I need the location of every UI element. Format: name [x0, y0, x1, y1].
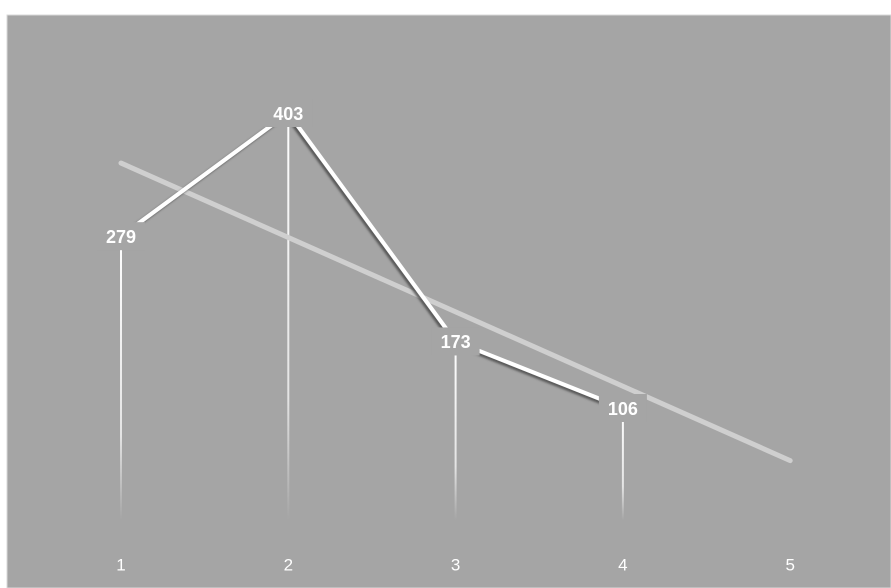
data-label: 403: [273, 104, 303, 124]
x-tick-label: 5: [785, 555, 794, 574]
data-line: [119, 110, 624, 410]
plot-background: [6, 14, 891, 588]
x-tick-label: 2: [284, 555, 293, 574]
label-bg: [431, 327, 480, 356]
label-bg: [97, 222, 145, 251]
drop-line: [621, 408, 624, 520]
data-label: 106: [608, 399, 638, 419]
x-tick-label: 3: [451, 555, 460, 574]
x-tick-label: 4: [618, 555, 627, 574]
label-bg: [264, 99, 313, 127]
data-label: 173: [441, 332, 471, 352]
x-tick-label: 1: [116, 555, 125, 574]
label-bg: [598, 394, 647, 422]
trendline: [118, 160, 793, 464]
drop-line: [454, 341, 457, 520]
drop-line: [287, 113, 290, 520]
drop-line: [120, 236, 122, 520]
data-label: 279: [106, 227, 136, 247]
